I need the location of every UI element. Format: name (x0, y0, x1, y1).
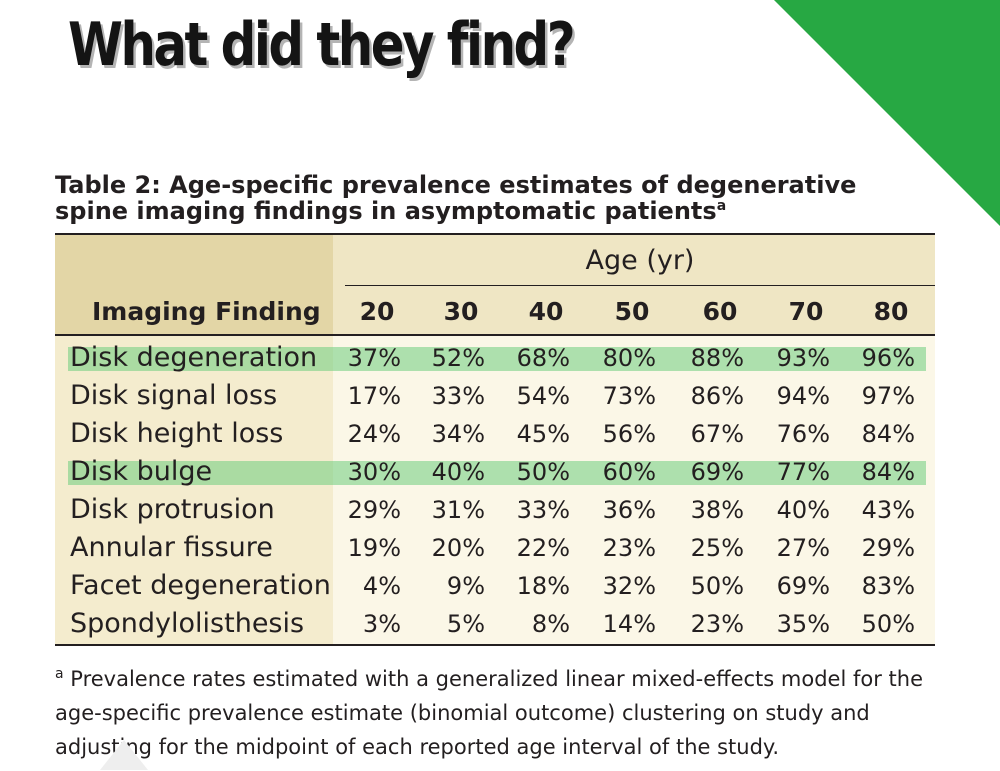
footnote-marker: a (55, 666, 64, 682)
table-cell: 33% (431, 382, 485, 410)
footnote-text: Prevalence rates estimated with a genera… (55, 667, 923, 759)
table-cell: 73% (602, 382, 656, 410)
row-highlight (68, 461, 926, 485)
row-label: Disk degeneration (70, 342, 318, 373)
label-column-header-background (55, 235, 333, 335)
table-cell: 14% (602, 610, 656, 638)
table-bottom-rule (55, 644, 935, 646)
table-cell: 9% (446, 572, 485, 600)
imaging-finding-header: Imaging Finding (92, 297, 321, 326)
row-label: Annular fissure (70, 532, 273, 563)
table-cell: 93% (776, 344, 830, 372)
table-cell: 40% (431, 458, 485, 486)
table-cell: 84% (861, 420, 915, 448)
table-cell: 77% (776, 458, 830, 486)
table-cell: 35% (776, 610, 830, 638)
table-cell: 5% (446, 610, 485, 638)
table-cell: 32% (602, 572, 656, 600)
table-cell: 23% (690, 610, 744, 638)
table-cell: 60% (602, 458, 656, 486)
table-cell: 43% (861, 496, 915, 524)
table-cell: 8% (531, 610, 570, 638)
row-label: Disk height loss (70, 418, 284, 449)
table-cell: 3% (362, 610, 401, 638)
green-corner-accent (774, 0, 1000, 226)
table-cell: 86% (690, 382, 744, 410)
table-cell: 29% (861, 534, 915, 562)
table-cell: 29% (347, 496, 401, 524)
row-label: Spondylolisthesis (70, 608, 305, 639)
table-cell: 50% (516, 458, 570, 486)
table-cell: 80% (602, 344, 656, 372)
row-label: Facet degeneration (70, 570, 331, 601)
table-cell: 38% (690, 496, 744, 524)
table-title-text: Table 2: Age-specific prevalence estimat… (55, 171, 857, 225)
label-column-body-background (55, 336, 333, 644)
table-cell: 24% (347, 420, 401, 448)
table-cell: 19% (347, 534, 401, 562)
table-cell: 23% (602, 534, 656, 562)
age-header-50: 50 (614, 297, 650, 326)
table-header-rule (55, 334, 935, 336)
table-cell: 94% (776, 382, 830, 410)
table-cell: 17% (347, 382, 401, 410)
headline: What did they find? (68, 10, 576, 80)
row-label: Disk bulge (70, 456, 213, 487)
table-title: Table 2: Age-specific prevalence estimat… (55, 172, 935, 224)
table-top-rule (55, 233, 935, 235)
table-cell: 37% (347, 344, 401, 372)
row-label: Disk protrusion (70, 494, 275, 525)
table-cell: 18% (516, 572, 570, 600)
age-header-20: 20 (359, 297, 395, 326)
table-cell: 67% (690, 420, 744, 448)
table-cell: 54% (516, 382, 570, 410)
table-cell: 31% (431, 496, 485, 524)
table-cell: 69% (690, 458, 744, 486)
age-header-60: 60 (702, 297, 738, 326)
table-cell: 50% (690, 572, 744, 600)
row-highlight (68, 347, 926, 371)
table-cell: 40% (776, 496, 830, 524)
age-header-30: 30 (443, 297, 479, 326)
table-cell: 34% (431, 420, 485, 448)
table-cell: 83% (861, 572, 915, 600)
table-cell: 33% (516, 496, 570, 524)
table-title-footnote-marker: a (716, 198, 727, 214)
row-label: Disk signal loss (70, 380, 278, 411)
table-cell: 20% (431, 534, 485, 562)
table-cell: 50% (861, 610, 915, 638)
age-header-80: 80 (873, 297, 909, 326)
table-cell: 25% (690, 534, 744, 562)
table-cell: 76% (776, 420, 830, 448)
table-cell: 30% (347, 458, 401, 486)
table-cell: 52% (431, 344, 485, 372)
age-column-group-header: Age (yr) (585, 245, 695, 276)
table-cell: 88% (690, 344, 744, 372)
table-cell: 27% (776, 534, 830, 562)
table-cell: 68% (516, 344, 570, 372)
arrow-up-icon (100, 740, 148, 770)
age-header-70: 70 (788, 297, 824, 326)
table-cell: 56% (602, 420, 656, 448)
table-cell: 36% (602, 496, 656, 524)
table-cell: 96% (861, 344, 915, 372)
table-cell: 69% (776, 572, 830, 600)
age-header-rule (345, 285, 935, 286)
table-cell: 4% (362, 572, 401, 600)
table-cell: 97% (861, 382, 915, 410)
age-header-40: 40 (528, 297, 564, 326)
table-cell: 22% (516, 534, 570, 562)
table-cell: 45% (516, 420, 570, 448)
table-cell: 84% (861, 458, 915, 486)
table-footnote: a Prevalence rates estimated with a gene… (55, 662, 955, 764)
